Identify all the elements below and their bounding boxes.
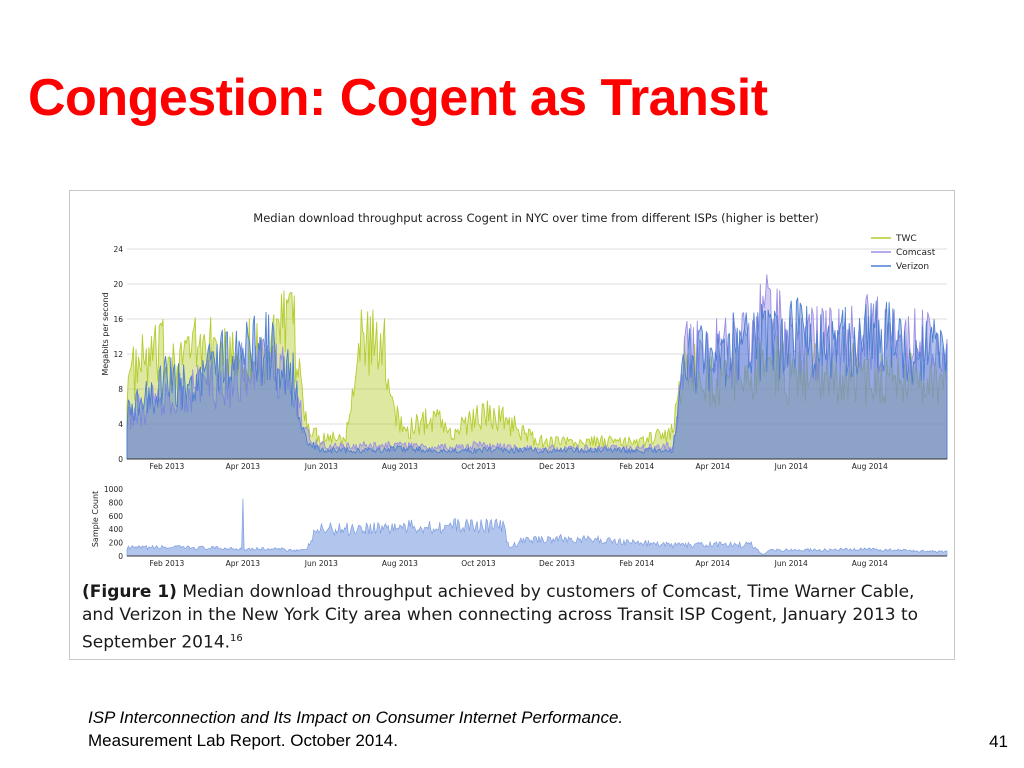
- legend-label-comcast: Comcast: [896, 248, 936, 258]
- sample-y-tick-label: 0: [118, 552, 123, 561]
- sample-x-tick-label: Jun 2013: [304, 559, 338, 568]
- legend-label-verizon: Verizon: [896, 262, 929, 272]
- figure-panel: Median download throughput across Cogent…: [69, 190, 955, 660]
- sample-y-axis-label: Sample Count: [91, 491, 100, 547]
- main-x-tick-label: Apr 2013: [226, 462, 261, 471]
- sample-y-tick-label: 600: [109, 512, 124, 521]
- page-number: 41: [989, 732, 1008, 751]
- sample-x-tick-label: Aug 2014: [852, 559, 888, 568]
- sample-y-tick-label: 200: [109, 539, 124, 548]
- main-x-tick-label: Apr 2014: [695, 462, 730, 471]
- main-y-tick-label: 4: [118, 420, 123, 429]
- main-x-tick-label: Oct 2013: [461, 462, 496, 471]
- chart-title: Median download throughput across Cogent…: [253, 211, 818, 225]
- main-x-tick-label: Aug 2014: [852, 462, 888, 471]
- main-y-tick-label: 20: [113, 280, 123, 289]
- source-title: ISP Interconnection and Its Impact on Co…: [88, 708, 624, 727]
- sample-x-tick-label: Jun 2014: [774, 559, 808, 568]
- caption-label: (Figure 1): [82, 582, 177, 602]
- slide-title: Congestion: Cogent as Transit: [28, 69, 768, 127]
- main-y-tick-label: 16: [113, 315, 123, 324]
- sample-x-tick-label: Aug 2013: [382, 559, 418, 568]
- series-verizon-area: [126, 297, 948, 460]
- main-plot-area: 0 4 8 12 16 20 24 Feb 2013 Apr 2013 Jun 2013 Aug 2…: [113, 245, 948, 471]
- main-y-tick-label: 0: [118, 455, 123, 464]
- figure-caption: (Figure 1) Median download throughput ac…: [82, 581, 942, 655]
- source-publisher: Measurement Lab Report. October 2014.: [88, 731, 398, 750]
- main-x-tick-label: Dec 2013: [539, 462, 575, 471]
- sample-x-tick-label: Dec 2013: [539, 559, 575, 568]
- sample-x-tick-label: Apr 2014: [695, 559, 730, 568]
- caption-text: Median download throughput achieved by c…: [82, 582, 919, 653]
- sample-x-tick-label: Oct 2013: [461, 559, 496, 568]
- main-x-tick-label: Jun 2014: [774, 462, 808, 471]
- main-y-tick-label: 8: [118, 385, 123, 394]
- main-x-tick-label: Jun 2013: [304, 462, 338, 471]
- caption-footnote: 16: [230, 633, 243, 644]
- sample-y-tick-label: 800: [109, 498, 124, 507]
- legend-label-twc: TWC: [895, 234, 917, 244]
- sample-y-tick-label: 400: [109, 525, 124, 534]
- source-citation: ISP Interconnection and Its Impact on Co…: [88, 706, 623, 752]
- main-x-tick-label: Feb 2014: [619, 462, 654, 471]
- main-x-tick-label: Aug 2013: [382, 462, 418, 471]
- sample-x-tick-label: Apr 2013: [226, 559, 261, 568]
- chart-legend: TWC Comcast Verizon: [871, 234, 936, 272]
- sample-x-tick-label: Feb 2013: [150, 559, 185, 568]
- sample-plot-area: 0 200 400 600 800 1000 Feb 2013 Apr 2013 Jun 201…: [104, 485, 948, 568]
- sample-x-tick-label: Feb 2014: [619, 559, 654, 568]
- main-y-tick-label: 12: [113, 350, 123, 359]
- sample-count-area: [126, 498, 948, 557]
- chart-y-axis-label: Megabits per second: [101, 292, 110, 375]
- main-x-tick-label: Feb 2013: [150, 462, 185, 471]
- sample-y-tick-label: 1000: [104, 485, 123, 494]
- throughput-chart: Median download throughput across Cogent…: [91, 211, 948, 568]
- main-y-tick-label: 24: [113, 245, 123, 254]
- series-comcast-area: [126, 274, 948, 460]
